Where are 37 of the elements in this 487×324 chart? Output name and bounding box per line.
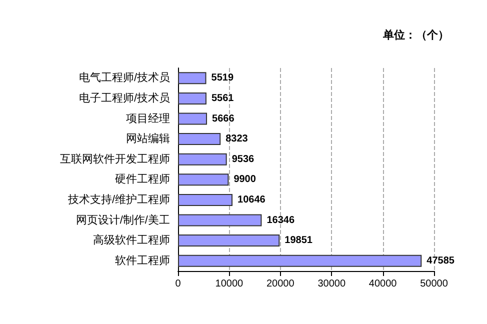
- data-label: 47585: [426, 255, 455, 266]
- x-tick-label: 30000: [318, 278, 346, 290]
- y-tick-label: 电子工程师/技术员: [78, 91, 170, 104]
- data-label: 9536: [232, 154, 255, 165]
- bar: [178, 234, 280, 247]
- y-tick-label: 项目经理: [126, 112, 170, 125]
- bar: [178, 194, 233, 206]
- data-label: 5519: [211, 72, 234, 84]
- x-tick-label: 10000: [215, 278, 244, 290]
- y-tick-label: 高级软件工程师: [93, 234, 170, 247]
- x-tick-label: 20000: [266, 278, 295, 290]
- data-label: 16346: [266, 214, 295, 226]
- x-tick-label: 40000: [368, 278, 398, 290]
- x-tick-label: 50000: [420, 278, 448, 290]
- bar: [178, 214, 262, 226]
- bar: [178, 254, 422, 267]
- data-label: 5666: [212, 113, 235, 124]
- y-tick-label: 软件工程师: [115, 254, 170, 267]
- bar: [178, 112, 208, 125]
- y-tick-label: 网页设计/制作/美工: [76, 213, 170, 226]
- y-tick-label: 技术支持/维护工程师: [66, 192, 170, 206]
- x-tick-label: 0: [175, 278, 182, 290]
- y-tick-label: 硬件工程师: [115, 174, 170, 186]
- y-tick-label: 电气工程师/技术员: [78, 71, 170, 84]
- bar: [178, 72, 206, 84]
- data-label: 8323: [226, 134, 248, 145]
- data-label: 19851: [284, 235, 313, 246]
- bar: [178, 92, 206, 104]
- data-label: 10646: [238, 194, 266, 206]
- data-label: 9900: [234, 174, 256, 186]
- text: 单位：（个）: [382, 28, 449, 42]
- bar: [178, 174, 229, 186]
- bar: [178, 133, 221, 146]
- bar: [178, 153, 227, 166]
- y-tick-label: 互联网软件开发工程师: [60, 153, 170, 166]
- data-label: 5561: [211, 92, 234, 104]
- y-tick-label: 网站编辑: [126, 132, 170, 146]
